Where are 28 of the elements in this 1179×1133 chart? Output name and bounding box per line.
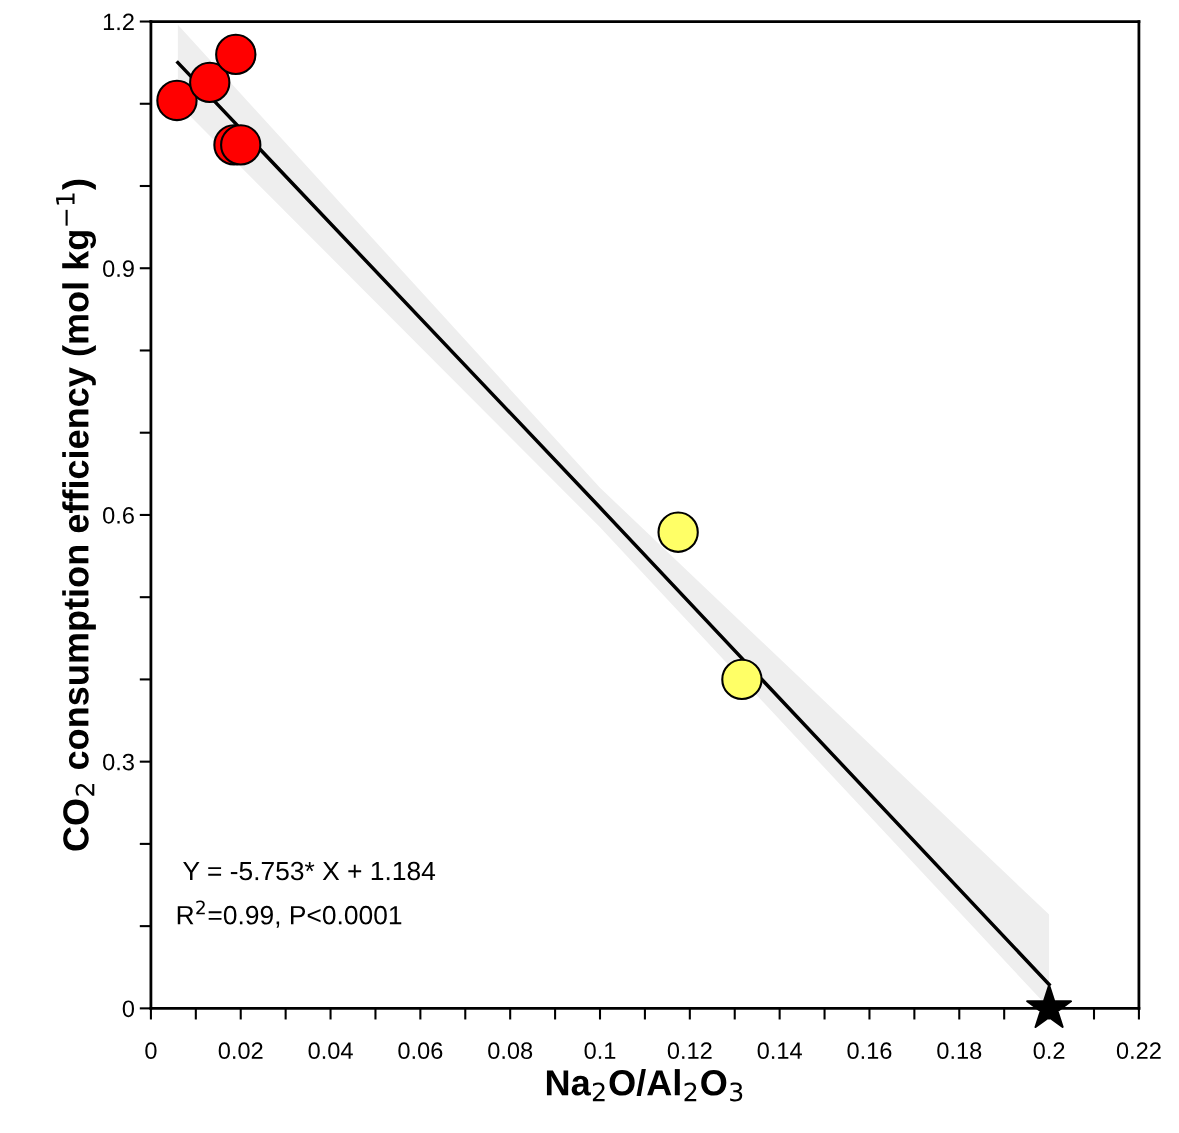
x-tick-label: 0.02: [218, 1042, 263, 1060]
x-tick-label: 0.22: [1116, 1042, 1161, 1060]
point: [189, 61, 231, 104]
annotation: Y = -5.753* X + 1.184: [183, 861, 436, 881]
x-tick-label: 0.12: [667, 1042, 712, 1060]
annotation: R$^{2}$=0.99, P<0.0001: [177, 900, 402, 928]
point: [156, 79, 198, 122]
point: [220, 124, 262, 166]
x-tick-label: 0.06: [398, 1042, 443, 1060]
y-tick-label: 0.3: [103, 753, 134, 771]
y-axis-title: CO$_{2}$ consumption efficiency (mol kg$^{−1}$): [56, 179, 97, 851]
x-axis-title: Na$_{2}$O/Al$_{2}$O$_{3}$: [546, 1069, 743, 1102]
point: [721, 658, 763, 701]
point: [1026, 984, 1073, 1029]
y-tick-label: 1.2: [103, 13, 134, 31]
x-tick-label: 0.16: [847, 1042, 892, 1060]
x-tick-label: 0: [145, 1042, 157, 1060]
y-tick-label: 0.6: [103, 507, 134, 524]
x-tick-label: 0.18: [937, 1042, 982, 1060]
x-tick-label: 0.08: [488, 1042, 533, 1060]
x-tick-label: 0.14: [757, 1042, 802, 1060]
x-tick-label: 0.1: [584, 1042, 616, 1060]
x-tick-label: 0.2: [1033, 1042, 1065, 1060]
y-tick-label: 0.9: [103, 260, 134, 278]
point: [657, 511, 699, 553]
x-tick-label: 0.04: [308, 1042, 353, 1060]
point: [215, 33, 257, 76]
y-tick-label: 0: [122, 1000, 135, 1018]
